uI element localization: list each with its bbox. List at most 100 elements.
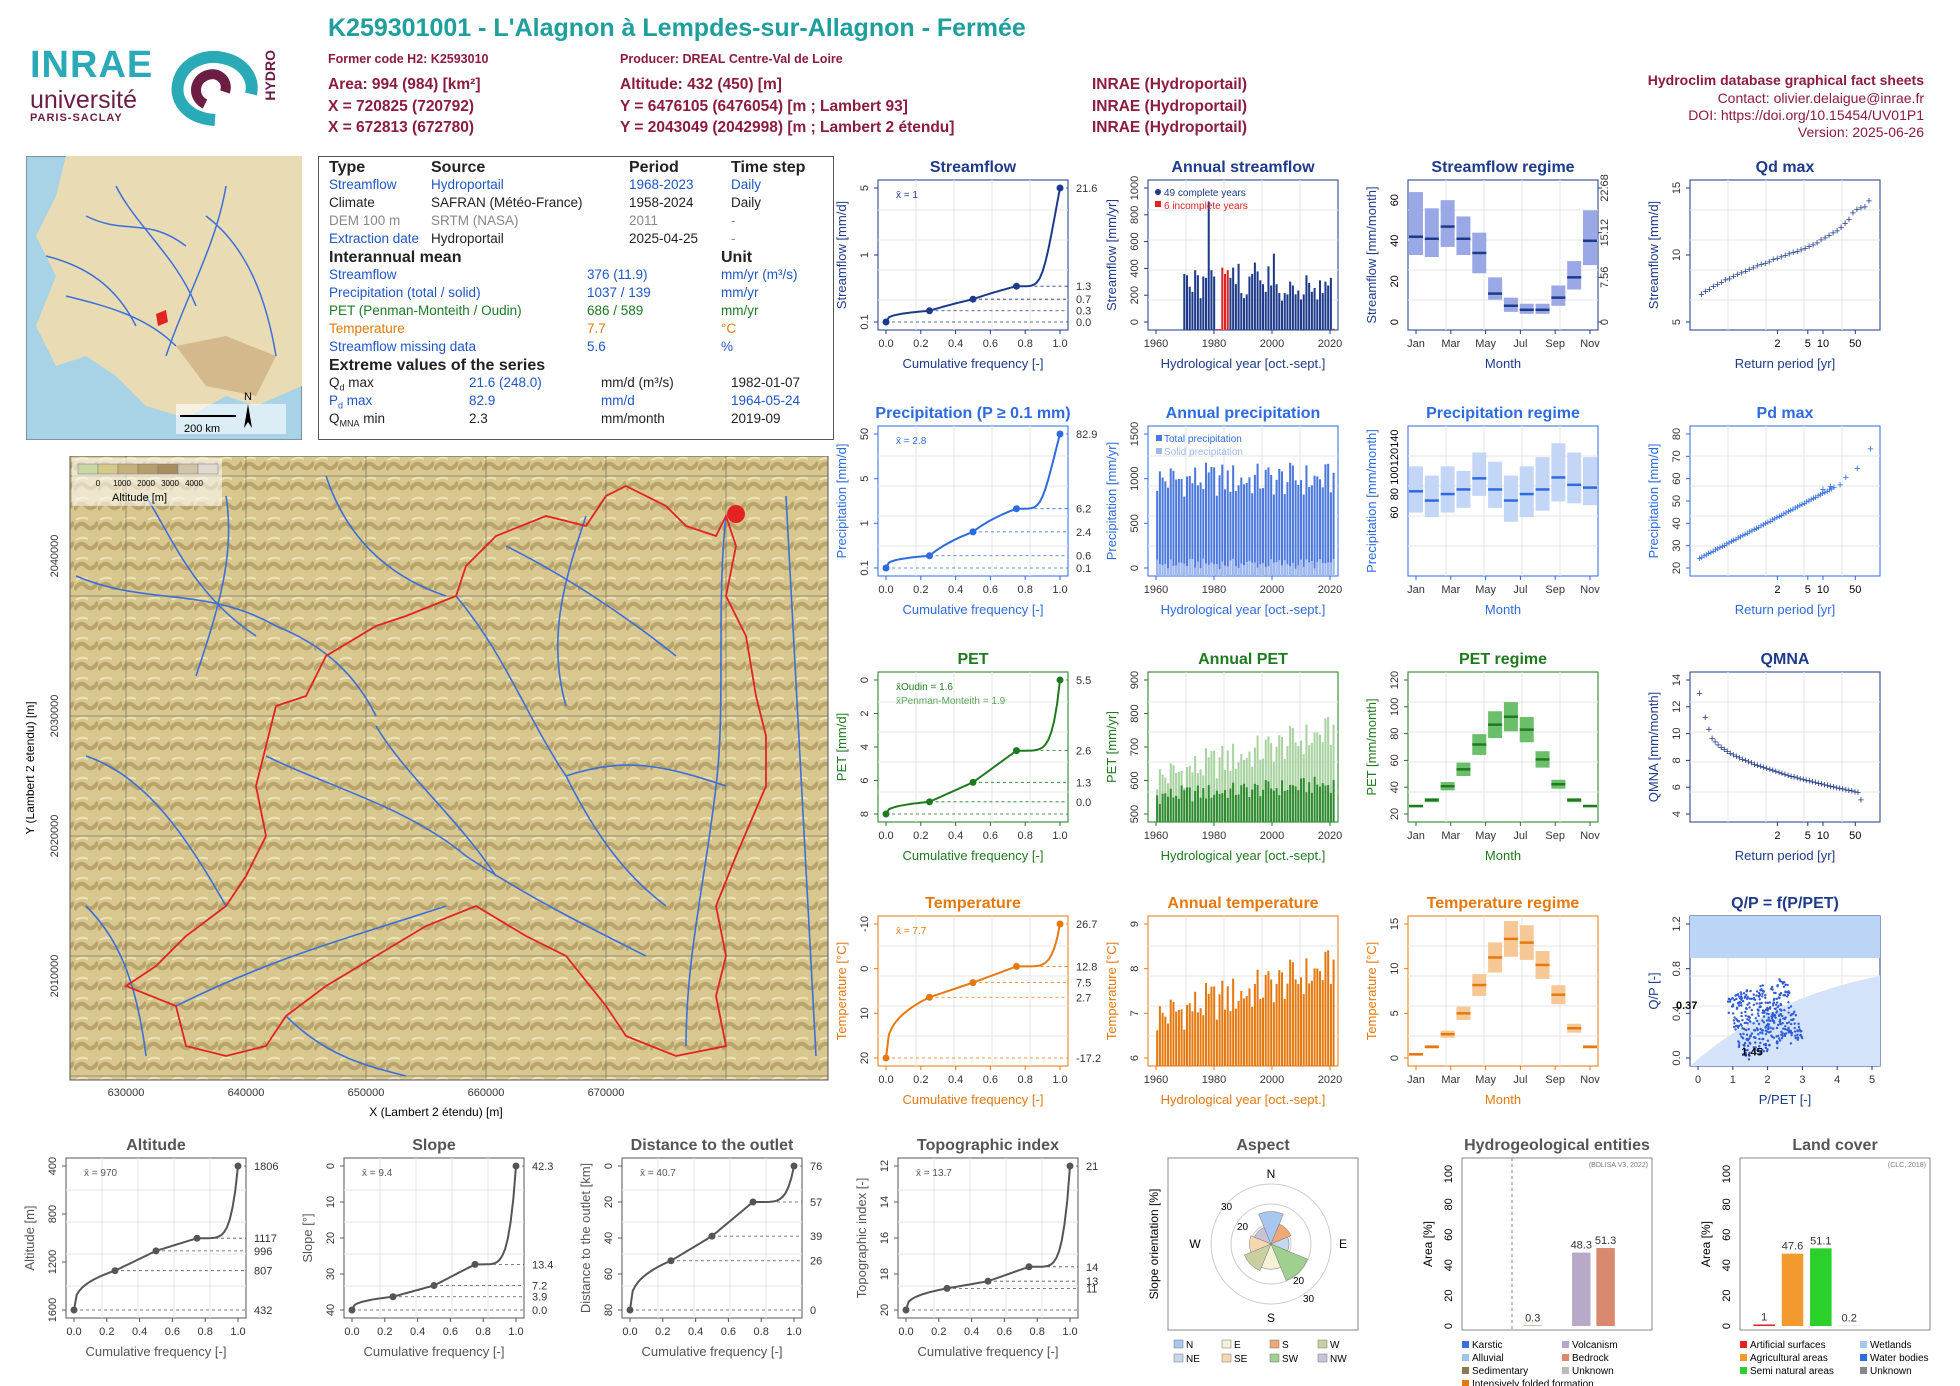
producer: Producer: DREAL Centre-Val de Loire xyxy=(620,52,843,66)
x-tick-label: 50 xyxy=(1849,830,1861,842)
annual-bar-secondary xyxy=(1158,803,1161,822)
annual-bar xyxy=(1215,495,1218,576)
annual-bar xyxy=(1224,1009,1227,1066)
y-tick-label: 500 xyxy=(1129,514,1141,532)
bar-value: 51.1 xyxy=(1810,1235,1831,1247)
rp-point: + xyxy=(1776,767,1782,779)
qp-point xyxy=(1794,1036,1797,1040)
quantile-label: 432 xyxy=(254,1305,272,1317)
annual-bar xyxy=(1180,1009,1183,1066)
qp-point xyxy=(1770,1034,1773,1037)
y-axis-label: Area [%] xyxy=(1699,1221,1713,1267)
qp-point xyxy=(1745,990,1749,993)
qp-point xyxy=(1764,1026,1767,1029)
legend-swatch xyxy=(1173,1339,1184,1349)
rp-point: + xyxy=(1854,463,1860,475)
y-axis-label: PET [mm/yr] xyxy=(1104,711,1119,783)
category-bar xyxy=(1781,1253,1804,1326)
qp-point xyxy=(1740,993,1743,996)
doi[interactable]: DOI: https://doi.org/10.15454/UV01P1 xyxy=(1688,107,1924,123)
x-axis-label: Hydrological year [oct.-sept.] xyxy=(1161,1092,1326,1107)
annual-bar xyxy=(1313,475,1316,576)
annual-bar xyxy=(1202,276,1205,330)
regime-box xyxy=(1551,443,1566,502)
qp-point xyxy=(1734,994,1737,997)
annual-bar xyxy=(1196,275,1199,330)
annual-bar xyxy=(1321,487,1324,576)
chart-slope: Slope Cumulative frequency [-] Slope [°] 0.… xyxy=(300,1137,553,1359)
qp-point xyxy=(1778,1039,1782,1042)
river xyxy=(85,905,147,1057)
contact[interactable]: Contact: olivier.delaigue@inrae.fr xyxy=(1717,90,1924,106)
outlet-marker[interactable] xyxy=(727,505,745,523)
y-axis-label: Q/P [-] xyxy=(1646,972,1661,1009)
qp-point xyxy=(1760,1001,1763,1005)
qp-point xyxy=(1798,1028,1801,1031)
annual-bar-secondary xyxy=(1215,790,1218,822)
x-tick-label: Sep xyxy=(1545,584,1565,596)
rp-point: + xyxy=(1799,499,1805,511)
qp-point xyxy=(1800,1030,1803,1033)
rp-point: + xyxy=(1762,258,1768,270)
y-tick-label: 60 xyxy=(1389,194,1401,206)
rp-point: + xyxy=(1706,724,1712,736)
chart-title: Annual streamflow xyxy=(1171,159,1315,176)
info-header: Type Source Period Time step xyxy=(329,159,825,177)
rp-point: + xyxy=(1827,781,1833,793)
rp-point: + xyxy=(1776,511,1782,523)
annual-bar xyxy=(1245,483,1248,576)
map-xlabel: X (Lambert 2 étendu) [m] xyxy=(369,1105,502,1119)
x-tick-label: 0.6 xyxy=(983,830,998,842)
qp-point xyxy=(1750,1008,1753,1012)
chart-annual-pet: Annual PET Hydrological year [oct.-sept.]… xyxy=(1104,651,1342,863)
quantile-label: 39 xyxy=(810,1231,822,1243)
qp-point xyxy=(1786,983,1789,987)
x-tick-label: 5 xyxy=(1869,1074,1875,1086)
qp-point xyxy=(1759,1051,1762,1054)
annual-bar-secondary xyxy=(1164,793,1167,822)
qp-point xyxy=(1779,1018,1782,1021)
rp-point: + xyxy=(1774,512,1780,524)
qp-point xyxy=(1749,989,1752,993)
mean-row: Streamflow 376 (11.9) mm/yr (m³/s) xyxy=(329,267,825,285)
info-header-cell: Type xyxy=(329,159,366,176)
rp-point: + xyxy=(1767,516,1773,528)
qp-point xyxy=(1787,1001,1790,1004)
x-tick-label: Jan xyxy=(1407,1074,1425,1086)
annual-bar-secondary xyxy=(1270,788,1273,822)
regime-box xyxy=(1583,457,1597,506)
x-axis-label: Cumulative frequency [-] xyxy=(918,1344,1059,1359)
annual-bar xyxy=(1253,262,1256,330)
annual-bar-secondary xyxy=(1275,562,1278,576)
annual-bar xyxy=(1300,480,1303,576)
annual-bar-secondary xyxy=(1202,558,1205,576)
x-tick-label: 2020 xyxy=(1318,1074,1342,1086)
y-tick-label: 30 xyxy=(325,1268,337,1280)
annual-bar-secondary xyxy=(1305,559,1308,576)
y-axis-label: Topographic index [-] xyxy=(854,1178,869,1299)
annotation: 1.45 xyxy=(1741,1047,1762,1059)
rp-point: + xyxy=(1737,531,1743,543)
rp-point: + xyxy=(1726,537,1732,549)
annual-bar xyxy=(1300,299,1303,330)
qp-point xyxy=(1761,989,1764,992)
plot-area xyxy=(877,915,1069,1067)
extreme-row: Pd max 82.9 mm/d 1964-05-24 xyxy=(329,393,825,411)
x-tick-label: 0.8 xyxy=(1018,338,1033,350)
annual-bar-secondary xyxy=(1237,568,1240,576)
map-ytick: 2030000 xyxy=(49,695,61,738)
qp-point xyxy=(1754,1017,1757,1020)
plot-area xyxy=(1407,671,1599,823)
annual-bar-secondary xyxy=(1286,789,1289,822)
qp-point xyxy=(1757,1033,1760,1036)
qp-point xyxy=(1728,1000,1732,1003)
annual-bar-secondary xyxy=(1245,561,1248,576)
annual-bar xyxy=(1226,986,1229,1066)
rp-point: + xyxy=(1709,733,1715,745)
legend-tick: 4000 xyxy=(185,479,203,488)
annual-bar xyxy=(1313,288,1316,330)
x-axis-label: Cumulative frequency [-] xyxy=(86,1344,227,1359)
x-tick-label: 2000 xyxy=(1260,830,1284,842)
rp-point: + xyxy=(1708,547,1714,559)
qp-point xyxy=(1727,1011,1731,1015)
